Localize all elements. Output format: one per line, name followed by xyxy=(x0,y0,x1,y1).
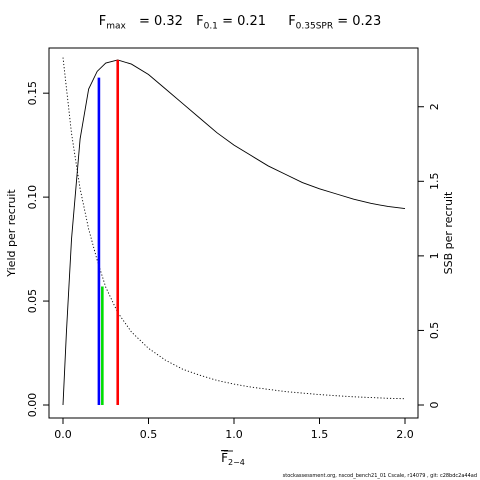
footer-credit: stockassessment.org, nscod_bench21_01 Cs… xyxy=(282,473,477,479)
y-tick-label: 0.15 xyxy=(26,81,39,106)
y2-axis-label: SSB per recruit xyxy=(442,191,455,274)
title-fmax: Fmax xyxy=(98,14,126,32)
y-tick-label: 0.10 xyxy=(26,185,39,210)
y-axis-label: Yield per recruit xyxy=(5,189,18,278)
y2-tick-label: 0 xyxy=(428,402,441,409)
y-tick-label: 0.00 xyxy=(26,393,39,418)
ssb-per-recruit-line xyxy=(62,57,406,400)
plot-frame xyxy=(48,47,419,419)
x-tick-label: 1.5 xyxy=(311,428,329,441)
x-tick-label: 2.0 xyxy=(396,428,414,441)
title-f035spr: F0.35SPR = 0.23 xyxy=(288,14,382,32)
x-axis-label: F2−4 xyxy=(221,451,245,467)
y2-tick-label: 1.5 xyxy=(428,173,441,191)
x-tick-label: 0.0 xyxy=(54,428,72,441)
x-tick-label: 0.5 xyxy=(140,428,158,441)
chart-title: Fmax = 0.32 F0.1 = 0.21 F0.35SPR = 0.23 xyxy=(98,14,382,32)
y-tick-label: 0.05 xyxy=(26,289,39,314)
title-f01: F0.1 = 0.21 xyxy=(196,14,267,32)
yield-per-recruit-line xyxy=(62,59,406,406)
y2-tick-label: 2 xyxy=(428,103,441,110)
x-tick-label: 1.0 xyxy=(225,428,243,441)
y2-tick-label: 0.5 xyxy=(428,322,441,340)
y2-tick-label: 1 xyxy=(428,252,441,259)
